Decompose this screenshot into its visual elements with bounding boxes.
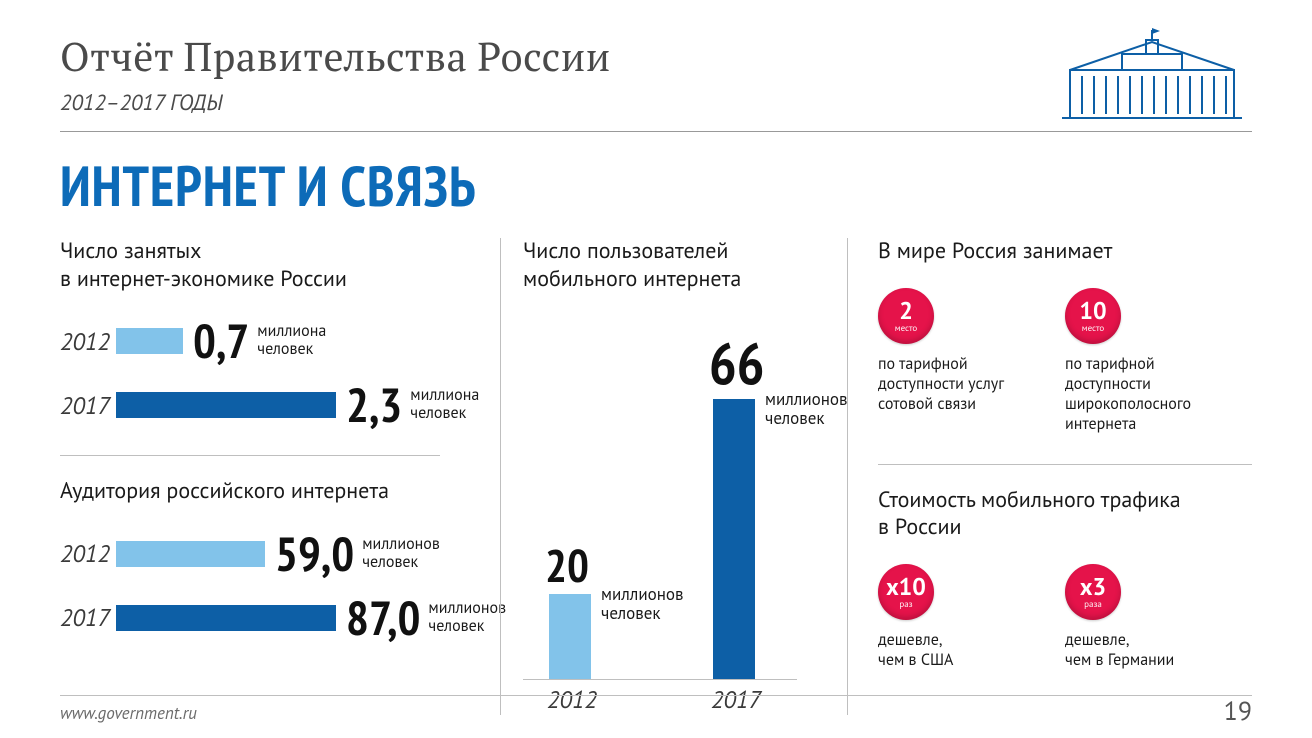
header: Отчёт Правительства России 2012–2017 ГОД…: [60, 30, 1252, 132]
rank-caption: по тарифной доступности широкополосного …: [1065, 354, 1235, 434]
hbar-unit: миллиона человек: [257, 323, 326, 358]
vbar-year: 2012: [547, 684, 597, 715]
vbar-unit: миллионов человек: [765, 390, 848, 429]
footer-page-number: 19: [1224, 695, 1252, 728]
footer-rule: [60, 695, 1252, 696]
hbar-value: 2,3: [346, 381, 402, 429]
column-mid: Число пользователей мобильного интернета…: [500, 238, 847, 715]
main-heading: ИНТЕРНЕТ И СВЯЗЬ: [60, 150, 1252, 222]
mid-title: Число пользователей мобильного интернета: [523, 238, 847, 293]
left-divider: [60, 455, 440, 456]
rank-badge-value: 10: [1079, 299, 1106, 323]
vbar: [549, 594, 591, 679]
mid-bars: 20миллионов человек201266миллионов челов…: [523, 305, 847, 715]
page: Отчёт Правительства России 2012–2017 ГОД…: [0, 0, 1312, 738]
vbar-value: 66: [709, 335, 764, 393]
rank-badge-value: х10: [886, 575, 926, 599]
hbar-year: 2017: [60, 390, 116, 421]
right-ranks-title: В мире Россия занимает: [878, 238, 1252, 266]
traffic-row: х10раз дешевле, чем в США х3раза дешевле, ч…: [878, 564, 1252, 670]
hbar-value: 0,7: [193, 317, 249, 365]
rank-badge-sub: раза: [1084, 600, 1102, 609]
vbar-year: 2017: [711, 684, 761, 715]
hbar-bar: [116, 392, 336, 418]
hbar-value: 87,0: [346, 594, 420, 642]
hbar-value-group: 0,7миллиона человек: [193, 317, 326, 365]
left-block2-title: Аудитория российского интернета: [60, 478, 500, 506]
rank-cell: х3раза дешевле, чем в Германии: [1065, 564, 1252, 670]
rank-cell: 2место по тарифной доступности услуг сото…: [878, 288, 1065, 434]
rank-badge: 10место: [1065, 288, 1121, 344]
hbar-bar: [116, 328, 183, 354]
rank-caption: по тарифной доступности услуг сотовой св…: [878, 354, 1048, 414]
vbar-value: 20: [545, 542, 589, 588]
hbar-row: 2012 0,7миллиона человек: [60, 317, 500, 365]
column-right: В мире Россия занимает 2местопо тарифной…: [847, 238, 1252, 715]
rank-cell: 10место по тарифной доступности широкопол…: [1065, 288, 1252, 434]
rank-badge-sub: место: [895, 324, 917, 333]
rank-badge-sub: раз: [899, 600, 912, 609]
rank-badge: х3раза: [1065, 564, 1121, 620]
rank-caption: дешевле, чем в Германии: [1065, 630, 1235, 670]
hbar-row: 201787,0миллионов человек: [60, 594, 500, 642]
hbar-row: 2017 2,3миллиона человек: [60, 381, 500, 429]
hbar-value-group: 59,0миллионов человек: [275, 530, 440, 578]
rank-caption: дешевле, чем в США: [878, 630, 1048, 670]
vbar-unit: миллионов человек: [601, 585, 684, 624]
hbar-unit: миллиона человек: [410, 387, 479, 422]
right-divider: [878, 464, 1252, 465]
hbar-value: 59,0: [275, 530, 354, 578]
vbar: [713, 399, 755, 679]
rank-badge-value: х3: [1080, 575, 1106, 599]
hbar-year: 2012: [60, 326, 116, 357]
rank-badge-sub: место: [1082, 324, 1104, 333]
column-left: Число занятых в интернет-экономике Росси…: [60, 238, 500, 715]
rank-cell: х10раз дешевле, чем в США: [878, 564, 1065, 670]
mid-baseline: [523, 679, 797, 680]
hbar-bar: [116, 541, 265, 567]
hbar-value-group: 2,3миллиона человек: [346, 381, 479, 429]
hbar-bar: [116, 605, 336, 631]
columns: Число занятых в интернет-экономике Росси…: [60, 238, 1252, 715]
left-block1-bars: 20120,7миллиона человек20172,3миллиона ч…: [60, 317, 500, 429]
hbar-unit: миллионов человек: [362, 536, 440, 571]
left-block1-title: Число занятых в интернет-экономике Росси…: [60, 238, 500, 293]
hbar-year: 2017: [60, 602, 116, 633]
left-block2-bars: 2012 59,0миллионов человек 2017 87,0 миллион…: [60, 530, 500, 642]
hbar-row: 2012 59,0миллионов человек: [60, 530, 500, 578]
rank-badge: х10раз: [878, 564, 934, 620]
rank-badge-value: 2: [899, 299, 913, 323]
government-building-icon: [1052, 24, 1252, 129]
hbar-unit: миллионов человек: [428, 600, 506, 635]
hbar-year: 2012: [60, 538, 116, 569]
ranks-row: 2местопо тарифной доступности услуг сото…: [878, 288, 1252, 434]
header-rule: [60, 131, 1252, 132]
footer-url: www.government.ru: [60, 702, 197, 724]
hbar-value-group: 87,0миллионов человек: [346, 594, 506, 642]
right-traffic-title: Стоимость мобильного трафика в России: [878, 487, 1252, 542]
rank-badge: 2место: [878, 288, 934, 344]
